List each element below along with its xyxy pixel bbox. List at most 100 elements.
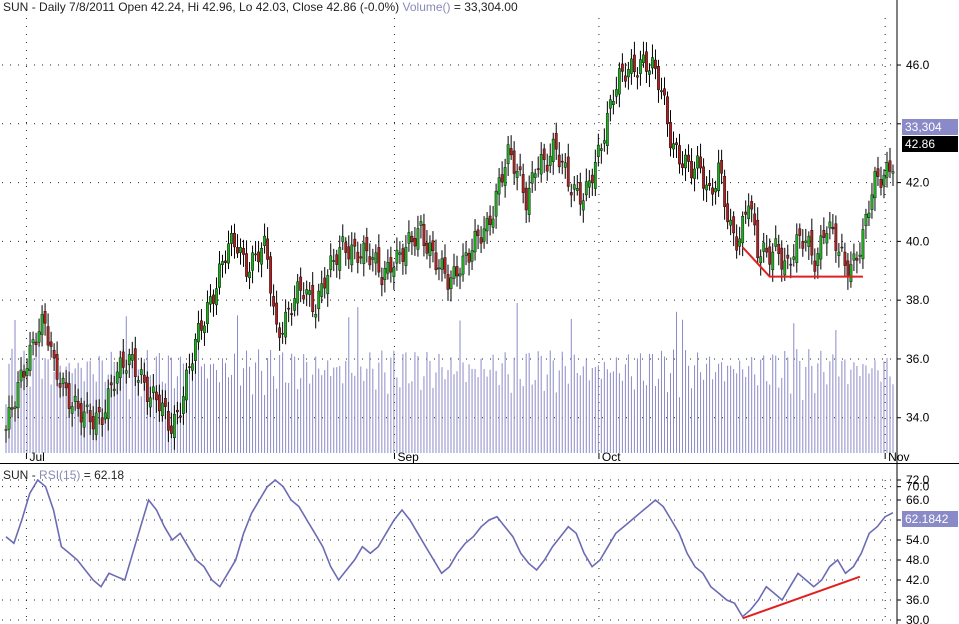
month-tick-label: Oct	[602, 450, 621, 464]
candle-body	[509, 148, 513, 156]
close-value: 42.86	[326, 0, 357, 14]
candle-body	[278, 327, 282, 338]
candle-body	[801, 241, 805, 249]
rsi-symbol-label: SUN	[3, 468, 29, 482]
candle-body	[302, 295, 306, 300]
candle-body	[151, 386, 155, 393]
candle-body	[284, 311, 288, 338]
candle-body	[434, 252, 438, 271]
candle-body	[97, 407, 101, 413]
candle-body	[410, 235, 414, 242]
candle-body	[843, 251, 847, 266]
candle-body	[311, 285, 315, 313]
candle-body	[395, 249, 399, 264]
candle-body	[371, 257, 375, 260]
candle-body	[554, 133, 558, 150]
candle-body	[458, 273, 462, 277]
candle-body	[94, 412, 98, 435]
candle-body	[314, 314, 318, 318]
candle-body	[506, 144, 510, 165]
open-label: Open	[118, 0, 148, 14]
candle-body	[52, 349, 56, 359]
month-tick-label: Nov	[888, 450, 909, 464]
candle-body	[777, 243, 781, 254]
candle-body	[404, 246, 408, 266]
month-tick-label: Jul	[29, 450, 44, 464]
candle-body	[572, 184, 576, 190]
candle-body	[786, 254, 790, 259]
candle-body	[362, 242, 366, 264]
candle-body	[846, 260, 850, 278]
candle-body	[4, 429, 8, 431]
candle-body	[512, 150, 516, 174]
candle-body	[729, 219, 733, 226]
candle-body	[10, 407, 14, 410]
hi-label: Hi	[187, 0, 199, 14]
candle-body	[608, 99, 612, 109]
candle-body	[73, 396, 77, 402]
candle-body	[19, 369, 23, 382]
candle-body	[157, 394, 161, 412]
candle-body	[43, 311, 47, 324]
candle-body	[163, 398, 167, 407]
candle-body	[464, 252, 468, 256]
candle-body	[263, 235, 266, 246]
candle-body	[224, 260, 227, 263]
candle-body	[422, 224, 426, 246]
candle-body	[353, 238, 357, 247]
candle-body	[672, 143, 675, 150]
candle-body	[720, 160, 724, 174]
rsi-value-tag: 62.1842	[902, 511, 958, 527]
rsi-panel-header: SUN - RSI(15) = 62.18	[3, 468, 125, 482]
candle-body	[599, 148, 603, 151]
candle-body	[245, 253, 248, 277]
candle-body	[702, 166, 705, 189]
candle-body	[175, 409, 179, 413]
candle-body	[560, 160, 564, 163]
candle-body	[248, 271, 251, 279]
candle-body	[762, 242, 766, 252]
candle-body	[479, 237, 483, 244]
candle-body	[578, 182, 582, 205]
candle-body	[335, 254, 339, 265]
candle-body	[816, 253, 820, 266]
candle-body	[242, 247, 245, 255]
candle-body	[203, 325, 206, 333]
candle-body	[645, 51, 648, 72]
candle-body	[699, 156, 702, 169]
candle-body	[747, 205, 751, 220]
candle-body	[416, 228, 420, 250]
candle-body	[822, 230, 826, 238]
candle-body	[557, 154, 561, 168]
candle-body	[227, 243, 230, 264]
candle-body	[281, 332, 285, 335]
candle-body	[614, 89, 618, 97]
candle-body	[756, 219, 760, 259]
candle-body	[798, 228, 802, 236]
candle-body	[611, 101, 615, 106]
candle-body	[620, 63, 624, 72]
volume-price-tag: 33,304	[902, 119, 958, 135]
candle-body	[681, 163, 684, 168]
candle-body	[617, 68, 621, 95]
candle-body	[437, 267, 441, 270]
candle-body	[750, 201, 754, 210]
rsi-line	[5, 478, 894, 618]
candle-body	[16, 382, 20, 409]
candle-body	[657, 66, 660, 91]
candle-body	[723, 176, 727, 207]
price-tick-label: 36.0	[906, 352, 930, 366]
candle-body	[254, 253, 257, 256]
candle-body	[834, 223, 838, 251]
candle-body	[759, 256, 763, 264]
candle-body	[789, 263, 793, 266]
rsi-trendline	[742, 575, 861, 620]
candle-body	[765, 247, 769, 253]
candle-body	[230, 233, 233, 244]
candle-body	[275, 302, 279, 325]
candle-body	[545, 164, 549, 172]
candle-body	[178, 415, 182, 418]
close-label: Close	[292, 0, 324, 14]
